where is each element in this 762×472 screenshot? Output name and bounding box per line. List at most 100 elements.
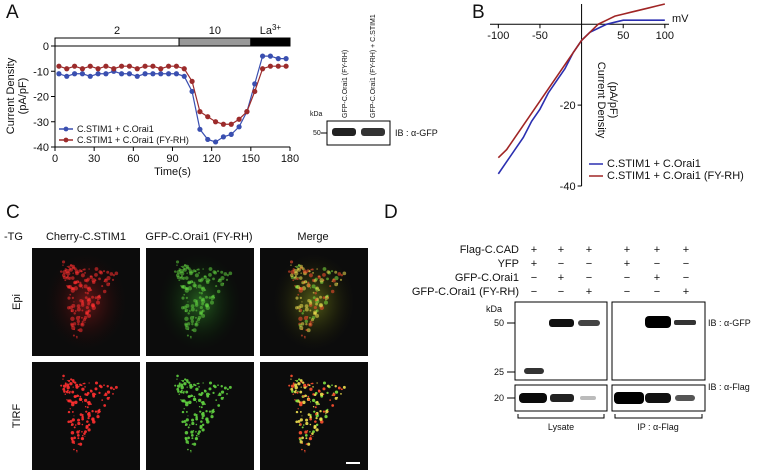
marker-ticks [507, 322, 515, 399]
puncta [316, 268, 318, 270]
puncta [73, 448, 75, 451]
puncta [301, 415, 303, 417]
puncta [180, 389, 183, 392]
puncta [84, 430, 87, 434]
data-point [87, 63, 93, 69]
puncta [325, 410, 329, 414]
puncta [220, 390, 225, 394]
puncta [196, 382, 199, 385]
series-line [497, 3, 666, 159]
puncta [226, 388, 229, 391]
solution-text: 2 [114, 25, 120, 37]
group-label: Lysate [548, 422, 574, 432]
sign: + [624, 244, 630, 256]
puncta [304, 451, 306, 453]
puncta [299, 410, 302, 413]
puncta [296, 391, 299, 394]
puncta [87, 286, 91, 290]
puncta [178, 279, 181, 282]
puncta [80, 270, 83, 273]
puncta [307, 281, 310, 284]
y-tick-label: -40 [560, 181, 576, 193]
puncta [205, 392, 210, 397]
data-point [220, 134, 227, 140]
puncta [313, 306, 317, 310]
puncta [76, 430, 80, 434]
puncta [109, 272, 114, 276]
puncta [201, 400, 205, 404]
puncta [315, 309, 319, 313]
puncta [311, 432, 314, 435]
solution-segment [250, 37, 291, 47]
data-point [197, 109, 203, 115]
puncta [190, 394, 193, 398]
y-tick-label: -30 [33, 117, 49, 129]
puncta [178, 393, 181, 395]
data-point [267, 63, 274, 69]
micrograph [146, 362, 254, 470]
row-label: GFP-C.Orai1 [455, 272, 519, 284]
puncta [310, 382, 313, 385]
data-point [64, 66, 70, 72]
puncta [181, 420, 185, 424]
puncta [194, 436, 199, 441]
puncta [77, 329, 80, 332]
puncta [64, 382, 67, 385]
puncta [316, 423, 319, 427]
puncta [208, 387, 212, 391]
data-point [236, 124, 242, 130]
puncta [191, 443, 194, 445]
puncta [72, 386, 74, 388]
puncta [302, 269, 307, 274]
puncta [205, 278, 210, 283]
puncta [309, 431, 311, 433]
puncta [316, 290, 318, 292]
data-point [95, 66, 101, 72]
puncta [106, 282, 111, 287]
puncta [301, 448, 303, 451]
puncta [297, 305, 301, 310]
puncta [210, 415, 214, 419]
puncta [299, 264, 303, 269]
puncta [220, 385, 223, 388]
puncta [337, 386, 341, 390]
data-point [87, 73, 93, 79]
puncta [217, 404, 221, 407]
panel-label: D [384, 202, 398, 223]
micrograph [32, 362, 140, 470]
puncta [197, 398, 202, 403]
puncta [309, 434, 312, 437]
puncta [62, 387, 66, 391]
puncta [90, 289, 93, 292]
puncta [81, 320, 84, 323]
puncta [195, 413, 198, 416]
data-point [252, 81, 258, 87]
puncta [73, 381, 77, 384]
puncta [306, 328, 311, 333]
x-tick-label: 50 [617, 30, 629, 42]
puncta [189, 383, 193, 387]
panel-label: C [6, 202, 20, 223]
puncta [294, 284, 296, 287]
puncta [307, 442, 311, 446]
solution-label: La3+ [260, 23, 282, 37]
puncta [313, 279, 317, 283]
puncta [297, 382, 300, 384]
puncta [326, 270, 330, 274]
x-axis-label: mV [672, 13, 689, 25]
puncta [322, 296, 326, 300]
column-header: Cherry-C.STIM1 [46, 231, 126, 243]
row-label: GFP-C.Orai1 (FY-RH) [412, 286, 519, 298]
puncta [183, 382, 186, 384]
puncta [94, 410, 98, 413]
puncta [111, 278, 115, 281]
puncta [208, 272, 212, 277]
puncta [329, 285, 332, 288]
puncta [223, 272, 228, 276]
puncta [324, 295, 329, 300]
puncta [316, 404, 318, 406]
puncta [84, 296, 88, 300]
puncta [319, 295, 323, 299]
puncta [313, 311, 318, 315]
puncta [81, 423, 84, 426]
